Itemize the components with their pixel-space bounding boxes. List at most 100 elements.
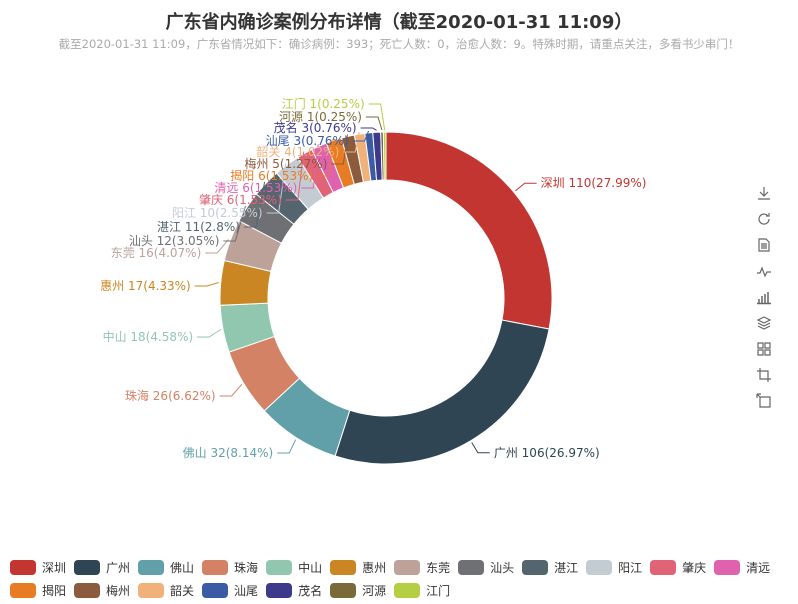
legend-item-广州[interactable]: 广州 (74, 559, 130, 576)
legend-swatch (10, 583, 36, 598)
legend-item-珠海[interactable]: 珠海 (202, 559, 258, 576)
download-icon[interactable] (752, 180, 776, 206)
refresh-icon[interactable] (752, 206, 776, 232)
legend-swatch (458, 560, 485, 575)
slice-江门[interactable] (382, 131, 387, 181)
zoom-icon[interactable] (752, 362, 776, 388)
legend-label: 东莞 (426, 561, 451, 575)
data-label-珠海: 珠海 26(6.62%) (125, 388, 216, 403)
leader-line-肇庆 (285, 151, 305, 201)
leader-line-珠海 (219, 383, 243, 397)
data-label-中山: 中山 18(4.58%) (103, 329, 194, 344)
leader-line-广州 (471, 442, 490, 454)
data-label-河源: 河源 1(0.25%) (279, 110, 362, 124)
chart-subtitle: 截至2020-01-31 11:09，广东省情况如下：确诊病例：393；死亡人数… (58, 37, 740, 51)
data-label-湛江: 湛江 11(2.8%) (157, 220, 240, 234)
stack-icon[interactable] (752, 310, 776, 336)
legend-label: 佛山 (170, 561, 195, 575)
legend-label: 深圳 (42, 561, 67, 575)
tile-icon[interactable] (752, 336, 776, 362)
leader-line-韶关 (343, 132, 360, 153)
leader-line-江门 (368, 103, 386, 131)
legend-swatch (586, 560, 613, 575)
legend-swatch (266, 560, 293, 575)
legend-label: 韶关 (170, 584, 195, 598)
legend-swatch (650, 560, 677, 575)
data-label-广州: 广州 106(26.97%) (494, 446, 600, 460)
legend-label: 清远 (746, 561, 771, 575)
data-label-深圳: 深圳 110(27.99%) (541, 176, 647, 190)
legend-swatch (138, 583, 165, 598)
legend-item-汕尾[interactable]: 汕尾 (202, 582, 258, 599)
line-chart-icon[interactable] (752, 258, 776, 284)
data-view-icon[interactable] (752, 232, 776, 258)
legend-label: 河源 (362, 584, 387, 598)
legend-item-阳江[interactable]: 阳江 (586, 559, 642, 576)
legend-item-深圳[interactable]: 深圳 (10, 559, 66, 576)
data-label-阳江: 阳江 10(2.55%) (172, 206, 263, 220)
legend-label: 湛江 (554, 561, 579, 575)
legend-swatch (394, 560, 421, 575)
leader-line-阳江 (266, 163, 287, 214)
legend-swatch (74, 560, 101, 575)
legend-label: 珠海 (234, 561, 259, 575)
legend-item-河源[interactable]: 河源 (330, 582, 386, 599)
data-label-佛山: 佛山 32(8.14%) (183, 446, 274, 460)
legend-item-佛山[interactable]: 佛山 (138, 559, 194, 576)
data-label-汕头: 汕头 12(3.05%) (129, 234, 220, 248)
data-label-汕尾: 汕尾 3(0.76%) (266, 134, 349, 148)
data-label-韶关: 韶关 4(1.02%) (256, 144, 339, 159)
data-label-梅州: 梅州 5(1.27%) (244, 156, 327, 171)
leader-line-东莞 (205, 239, 229, 254)
legend-label: 中山 (298, 561, 323, 575)
legend-item-湛江[interactable]: 湛江 (522, 559, 578, 576)
data-label-肇庆: 肇庆 6(1.53%) (199, 192, 282, 207)
legend-item-清远[interactable]: 清远 (714, 559, 770, 576)
leader-line-梅州 (331, 134, 348, 165)
data-label-东莞: 东莞 16(4.07%) (111, 246, 202, 260)
leader-line-汕尾 (352, 130, 370, 142)
legend-label: 惠州 (362, 561, 387, 575)
legend-label: 广州 (106, 561, 131, 575)
legend-item-茂名[interactable]: 茂名 (266, 582, 322, 599)
chart-title: 广东省内确诊案例分布详情（截至2020-01-31 11:09） (165, 12, 633, 33)
legend-swatch (330, 560, 357, 575)
data-label-惠州: 惠州 17(4.33%) (100, 279, 191, 293)
legend-item-东莞[interactable]: 东莞 (394, 559, 450, 576)
legend-item-惠州[interactable]: 惠州 (330, 559, 386, 576)
legend-item-江门[interactable]: 江门 (394, 582, 450, 599)
data-label-清远: 清远 6(1.53%) (214, 181, 297, 195)
leader-line-茂名 (360, 127, 377, 131)
legend-label: 江门 (426, 584, 451, 598)
slice-深圳[interactable] (385, 131, 553, 330)
toolbox (752, 180, 776, 414)
leader-line-深圳 (515, 182, 537, 192)
legend-label: 茂名 (298, 584, 323, 598)
bar-chart-icon[interactable] (752, 284, 776, 310)
legend-label: 阳江 (618, 561, 643, 575)
data-label-茂名: 茂名 3(0.76%) (274, 120, 357, 135)
legend: 深圳 广州 佛山 珠海 中山 惠州 东莞 汕头 湛江 阳江 肇庆 清远揭阳 梅州 韶关 汕尾 茂名 河源 江门 (10, 556, 790, 602)
zoom-reset-icon[interactable] (752, 388, 776, 414)
legend-label: 梅州 (106, 584, 131, 598)
slice-广州[interactable] (334, 319, 550, 465)
legend-swatch (202, 583, 229, 598)
legend-swatch (394, 583, 421, 598)
leader-line-清远 (301, 144, 319, 189)
legend-label: 汕尾 (234, 584, 259, 598)
legend-swatch (266, 583, 293, 598)
legend-item-韶关[interactable]: 韶关 (138, 582, 194, 599)
leader-line-佛山 (277, 439, 297, 454)
legend-item-汕头[interactable]: 汕头 (458, 559, 514, 576)
legend-item-揭阳[interactable]: 揭阳 (10, 582, 66, 599)
leader-line-湛江 (243, 181, 266, 228)
legend-item-中山[interactable]: 中山 (266, 559, 322, 576)
legend-swatch (202, 560, 229, 575)
legend-item-梅州[interactable]: 梅州 (74, 582, 130, 599)
leader-line-汕头 (223, 205, 246, 242)
leader-line-惠州 (194, 282, 219, 287)
data-label-揭阳: 揭阳 6(1.53%) (230, 168, 313, 183)
legend-item-肇庆[interactable]: 肇庆 (650, 559, 706, 576)
legend-label: 揭阳 (42, 584, 67, 598)
